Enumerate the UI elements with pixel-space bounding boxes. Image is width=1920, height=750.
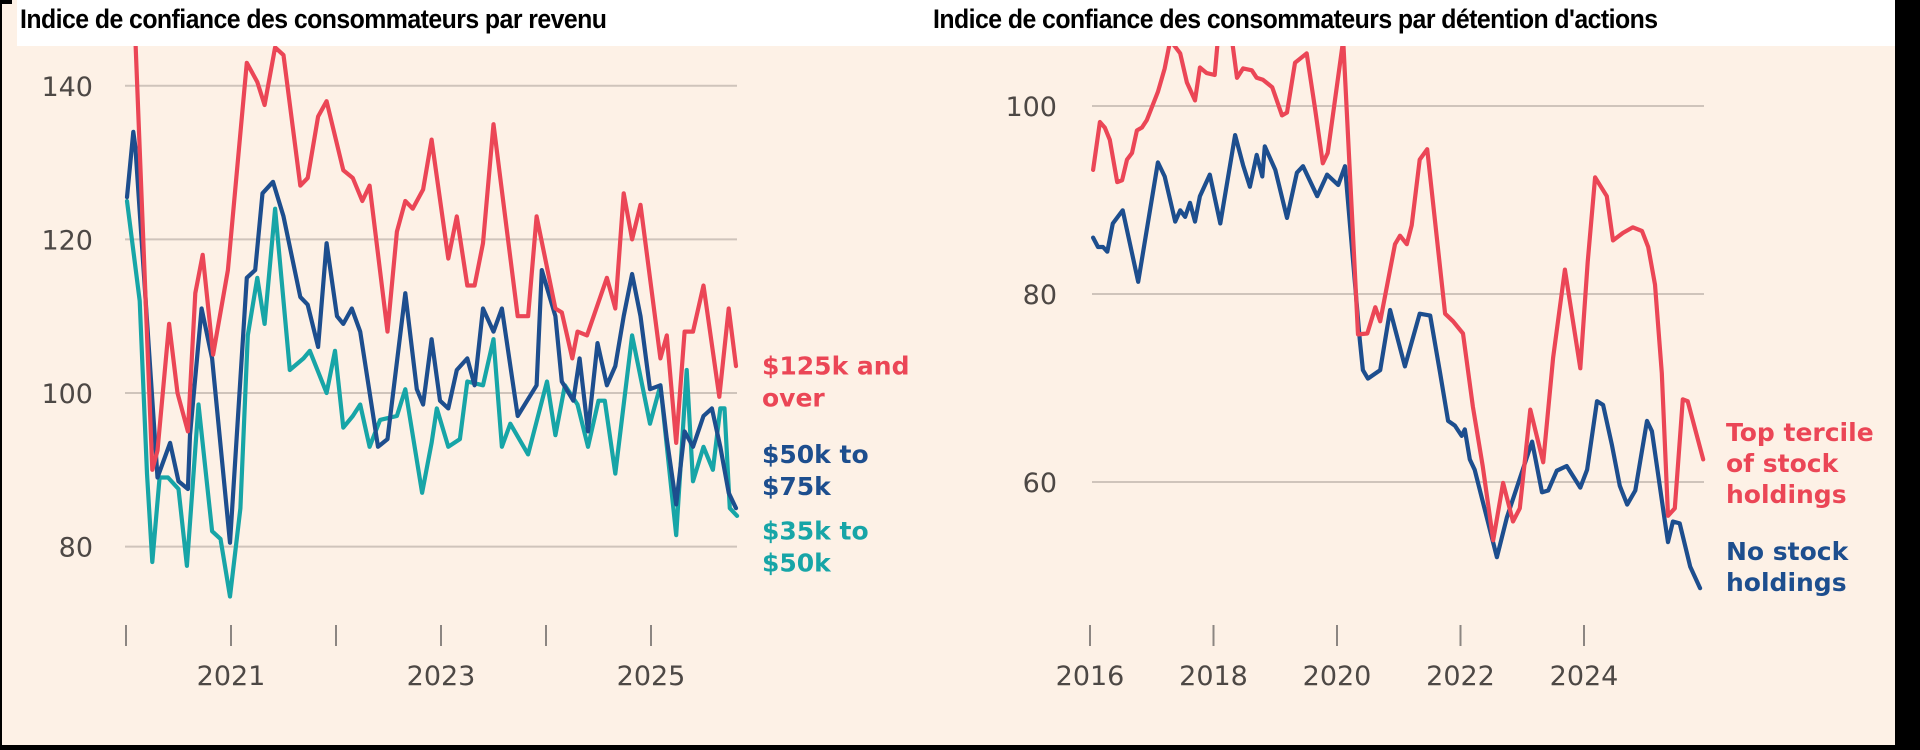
right-chart-title: Indice de confiance des consommateurs pa… xyxy=(933,4,1658,34)
legend-label: $35k to xyxy=(762,517,869,546)
x-tick-label: 2022 xyxy=(1426,661,1495,692)
y-tick-label: 60 xyxy=(1023,468,1057,499)
legend-label: $50k to xyxy=(762,440,869,469)
series-line-top-tercile-of-stock-holdings xyxy=(1091,46,1706,543)
y-tick-label: 120 xyxy=(41,225,93,256)
left-chart: 80 100 120 140 2021 2023 2025 $35k to $50k $50k t… xyxy=(41,46,909,692)
series-line-no-stock-holdings xyxy=(1091,133,1703,591)
series-line--50k-to-75k xyxy=(124,129,739,545)
legend-label: No stock xyxy=(1726,537,1850,566)
x-tick-label: 2020 xyxy=(1303,661,1372,692)
legend-label: over xyxy=(762,383,825,412)
legend-label: holdings xyxy=(1726,480,1847,509)
x-tick-label: 2016 xyxy=(1056,661,1125,692)
series-line--125k-and-over xyxy=(133,46,739,472)
y-tick-label: 140 xyxy=(41,72,93,103)
x-tick-label: 2024 xyxy=(1550,661,1619,692)
legend-label: $125k and xyxy=(762,351,909,380)
left-chart-title: Indice de confiance des consommateurs pa… xyxy=(20,4,607,34)
y-tick-label: 100 xyxy=(1005,92,1057,123)
x-tick-label: 2023 xyxy=(407,661,476,692)
x-tick-label: 2021 xyxy=(197,661,266,692)
y-tick-label: 80 xyxy=(59,533,93,564)
legend-label: holdings xyxy=(1726,568,1847,597)
x-tick-label: 2025 xyxy=(617,661,686,692)
corner-mark xyxy=(0,0,12,4)
legend-label: of stock xyxy=(1726,449,1840,478)
y-tick-label: 80 xyxy=(1023,280,1057,311)
series-line--35k-to-50k xyxy=(124,198,740,599)
series-group xyxy=(124,46,740,599)
series-group xyxy=(1091,46,1706,591)
title-band xyxy=(17,0,1895,46)
legend-label: Top tercile xyxy=(1726,418,1874,447)
x-tick-label: 2018 xyxy=(1179,661,1248,692)
y-tick-label: 100 xyxy=(41,379,93,410)
legend-label: $75k xyxy=(762,472,832,501)
legend-label: $50k xyxy=(762,549,832,578)
